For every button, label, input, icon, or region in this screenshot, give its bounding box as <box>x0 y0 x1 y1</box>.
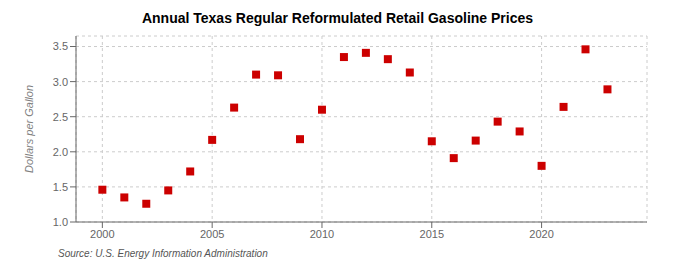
svg-text:1.5: 1.5 <box>53 181 68 193</box>
svg-text:3.0: 3.0 <box>53 76 68 88</box>
svg-text:2.0: 2.0 <box>53 146 68 158</box>
svg-text:2010: 2010 <box>310 228 334 240</box>
svg-text:2.5: 2.5 <box>53 111 68 123</box>
svg-text:2020: 2020 <box>529 228 553 240</box>
svg-text:3.5: 3.5 <box>53 40 68 52</box>
html-text:Annual Texas Regular Reformula: Annual Texas Regular Reformulated Retail… <box>142 10 533 26</box>
svg-text:2005: 2005 <box>200 228 224 240</box>
svg-text:2015: 2015 <box>420 228 444 240</box>
html-text:Source: U.S. Energy Informatio: Source: U.S. Energy Information Administ… <box>58 248 268 259</box>
svg-text:Dollars per Gallon: Dollars per Gallon <box>23 85 35 173</box>
svg-text:1.0: 1.0 <box>53 216 68 228</box>
svg-text:2000: 2000 <box>90 228 114 240</box>
